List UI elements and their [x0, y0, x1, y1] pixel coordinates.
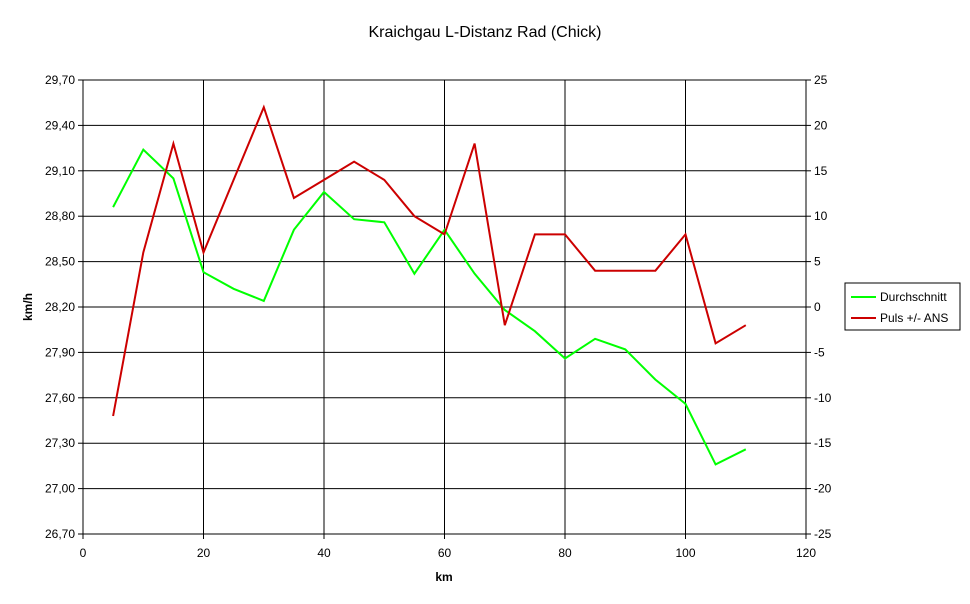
right-y-tick-label: -20 — [814, 482, 832, 496]
left-y-tick-label: 28,20 — [45, 300, 75, 314]
left-y-tick-label: 27,00 — [45, 482, 75, 496]
right-y-tick-label: 10 — [814, 209, 828, 223]
x-tick-label: 40 — [317, 546, 331, 560]
left-y-tick-label: 29,70 — [45, 73, 75, 87]
left-y-tick-label: 26,70 — [45, 527, 75, 541]
right-y-tick-label: -15 — [814, 436, 832, 450]
right-y-tick-label: -25 — [814, 527, 832, 541]
left-y-axis-ticks: 26,70 27,00 27,30 27,60 27,90 28,20 28,50 28,80… — [45, 73, 83, 541]
legend-label-puls: Puls +/- ANS — [880, 311, 948, 325]
x-tick-label: 20 — [197, 546, 211, 560]
y-axis-label: km/h — [21, 293, 35, 321]
x-tick-label: 80 — [558, 546, 572, 560]
left-y-tick-label: 29,10 — [45, 164, 75, 178]
series-line-puls — [112, 104, 747, 417]
left-y-tick-label: 29,40 — [45, 118, 75, 132]
series-lines — [112, 104, 747, 466]
x-axis-ticks: 0 20 40 60 80 100 120 — [80, 534, 816, 560]
x-tick-label: 120 — [796, 546, 816, 560]
x-tick-label: 100 — [675, 546, 695, 560]
legend-label-durchschnitt: Durchschnitt — [880, 290, 947, 304]
legend-box — [844, 282, 961, 331]
right-y-tick-label: 25 — [814, 73, 828, 87]
left-y-tick-label: 27,30 — [45, 436, 75, 450]
left-y-tick-label: 28,50 — [45, 255, 75, 269]
left-y-tick-label: 27,90 — [45, 345, 75, 359]
series-line-durchschnitt — [112, 147, 747, 466]
x-tick-label: 60 — [438, 546, 452, 560]
right-y-tick-label: -5 — [814, 345, 825, 359]
left-y-tick-label: 27,60 — [45, 391, 75, 405]
right-y-tick-label: 20 — [814, 118, 828, 132]
right-y-tick-label: 5 — [814, 255, 821, 269]
right-y-tick-label: 0 — [814, 300, 821, 314]
grid — [82, 79, 807, 535]
right-y-tick-label: 15 — [814, 164, 828, 178]
left-y-tick-label: 28,80 — [45, 209, 75, 223]
x-tick-label: 0 — [80, 546, 87, 560]
x-axis-label: km — [435, 570, 452, 584]
right-y-axis-ticks: -25 -20 -15 -10 -5 0 5 10 15 20 25 — [806, 73, 832, 541]
right-y-tick-label: -10 — [814, 391, 832, 405]
legend: Durchschnitt Puls +/- ANS — [844, 282, 961, 331]
chart-title: Kraichgau L-Distanz Rad (Chick) — [369, 24, 602, 41]
